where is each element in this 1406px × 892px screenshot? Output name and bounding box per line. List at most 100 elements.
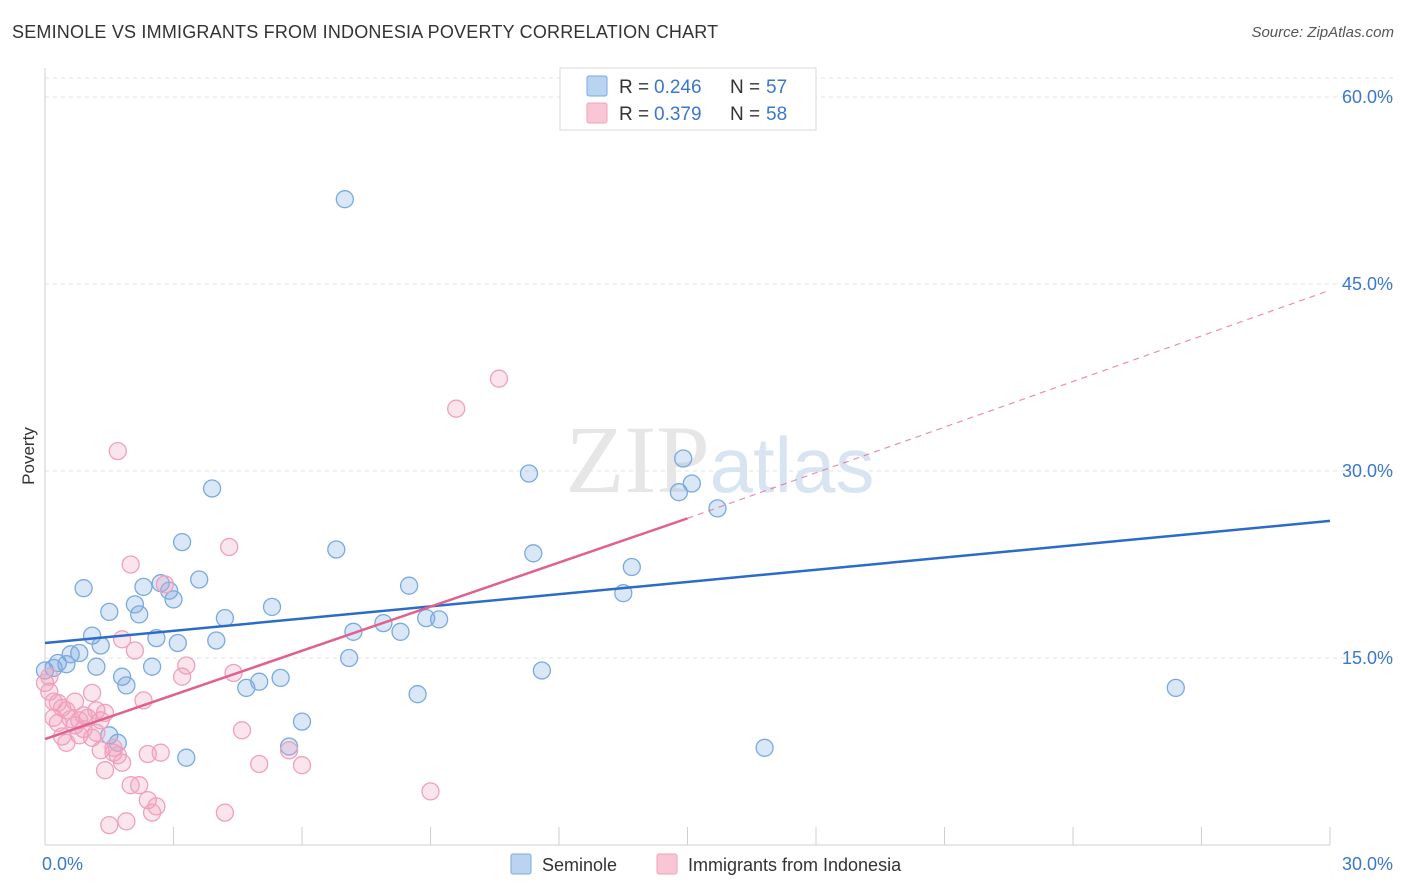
point-indonesia-27 [112, 753, 132, 772]
point-seminole-41 [408, 685, 427, 704]
point-indonesia-38 [151, 743, 170, 762]
point-seminole-52 [708, 499, 727, 518]
point-indonesia-21 [95, 761, 115, 780]
chart-title: SEMINOLE VS IMMIGRANTS FROM INDONESIA PO… [12, 22, 719, 42]
series-legend: Seminole Immigrants from Indonesia [510, 853, 902, 875]
y-tick-labels: 15.0% 30.0% 45.0% 60.0% [1342, 87, 1393, 668]
point-seminole-24 [190, 570, 209, 589]
trend-extension-indonesia [687, 289, 1331, 519]
point-indonesia-45 [232, 721, 252, 740]
point-seminole-34 [327, 540, 346, 559]
point-indonesia-53 [48, 693, 68, 713]
point-seminole-27 [215, 608, 235, 628]
point-indonesia-41 [177, 656, 196, 675]
point-seminole-14 [130, 605, 149, 624]
trend-lines [44, 289, 1331, 741]
point-seminole-44 [519, 464, 539, 483]
legend-r-label-1: R = [619, 104, 649, 125]
point-indonesia-49 [421, 782, 440, 801]
point-indonesia-48 [292, 756, 312, 775]
y-tick-label: 15.0% [1342, 648, 1393, 668]
point-indonesia-54 [74, 706, 93, 725]
point-seminole-40 [399, 576, 419, 595]
point-seminole-56 [48, 653, 68, 673]
legend-swatch-indonesia [586, 102, 608, 124]
point-seminole-26 [207, 631, 226, 650]
point-indonesia-30 [121, 555, 140, 574]
bottom-legend-swatch-seminole [510, 853, 532, 875]
trend-line-indonesia [44, 517, 688, 741]
bottom-legend-label-indonesia: Immigrants from Indonesia [688, 855, 902, 875]
point-indonesia-47 [279, 741, 299, 760]
point-indonesia-31 [125, 641, 145, 660]
point-seminole-29 [250, 672, 269, 691]
point-indonesia-25 [108, 441, 127, 461]
point-seminole-20 [164, 590, 183, 609]
point-seminole-15 [134, 577, 153, 597]
point-seminole-36 [339, 648, 359, 668]
point-seminole-25 [202, 479, 222, 498]
point-seminole-35 [335, 190, 354, 209]
y-axis-label: Poverty [19, 427, 38, 485]
point-indonesia-37 [147, 797, 166, 816]
bottom-legend-swatch-indonesia [656, 853, 678, 875]
legend-swatch-seminole [586, 75, 608, 97]
point-seminole-39 [391, 622, 410, 641]
point-seminole-48 [622, 557, 641, 577]
y-tick-label: 60.0% [1342, 87, 1393, 107]
point-seminole-54 [1166, 678, 1185, 698]
data-points [35, 190, 1185, 835]
legend-n-label-0: N = [730, 77, 760, 98]
legend-n-label-1: N = [730, 104, 760, 125]
watermark: ZIPatlas [566, 406, 875, 513]
point-seminole-6 [87, 657, 106, 676]
y-tick-label: 30.0% [1342, 461, 1393, 481]
point-seminole-12 [117, 676, 136, 695]
point-seminole-50 [674, 449, 693, 468]
point-indonesia-40 [172, 667, 192, 686]
point-seminole-8 [100, 602, 119, 622]
point-indonesia-52 [40, 667, 59, 686]
point-seminole-30 [262, 597, 282, 617]
point-indonesia-32 [130, 776, 149, 795]
point-indonesia-42 [215, 803, 235, 822]
point-seminole-53 [755, 738, 774, 757]
legend-n-value-1: 58 [766, 104, 787, 125]
point-seminole-43 [429, 610, 449, 629]
point-seminole-16 [142, 657, 162, 676]
bottom-legend-label-seminole: Seminole [542, 855, 617, 875]
point-indonesia-57 [57, 733, 76, 752]
point-seminole-45 [524, 544, 543, 563]
point-seminole-13 [125, 595, 145, 614]
point-indonesia-43 [220, 537, 239, 557]
point-seminole-33 [292, 712, 312, 731]
legend-n-value-0: 57 [766, 77, 787, 98]
point-seminole-23 [177, 748, 196, 767]
legend-r-label-0: R = [619, 77, 649, 98]
point-indonesia-28 [117, 812, 136, 831]
x-tick-label-min: 0.0% [42, 854, 83, 874]
legend-r-value-1: 0.379 [654, 104, 702, 125]
point-indonesia-15 [82, 683, 102, 703]
gridlines [45, 77, 1393, 659]
point-seminole-21 [168, 633, 187, 653]
point-indonesia-55 [87, 723, 106, 742]
chart-source: Source: ZipAtlas.com [1251, 24, 1394, 41]
point-indonesia-39 [155, 575, 175, 594]
point-seminole-49 [669, 483, 689, 502]
y-tick-label: 45.0% [1342, 274, 1393, 294]
point-seminole-11 [112, 667, 132, 686]
point-indonesia-51 [489, 369, 509, 388]
point-seminole-3 [70, 643, 89, 663]
point-indonesia-22 [100, 815, 119, 835]
x-tick-labels: 0.0% 30.0% [42, 854, 1393, 874]
point-seminole-46 [532, 661, 552, 680]
trend-line-seminole [44, 519, 1331, 645]
point-indonesia-46 [250, 754, 269, 774]
point-seminole-31 [271, 668, 290, 688]
legend-r-value-0: 0.246 [654, 77, 702, 98]
point-seminole-51 [682, 474, 701, 493]
correlation-legend: R = 0.246 N = 57 R = 0.379 N = 58 [559, 67, 817, 131]
point-seminole-4 [74, 579, 93, 598]
